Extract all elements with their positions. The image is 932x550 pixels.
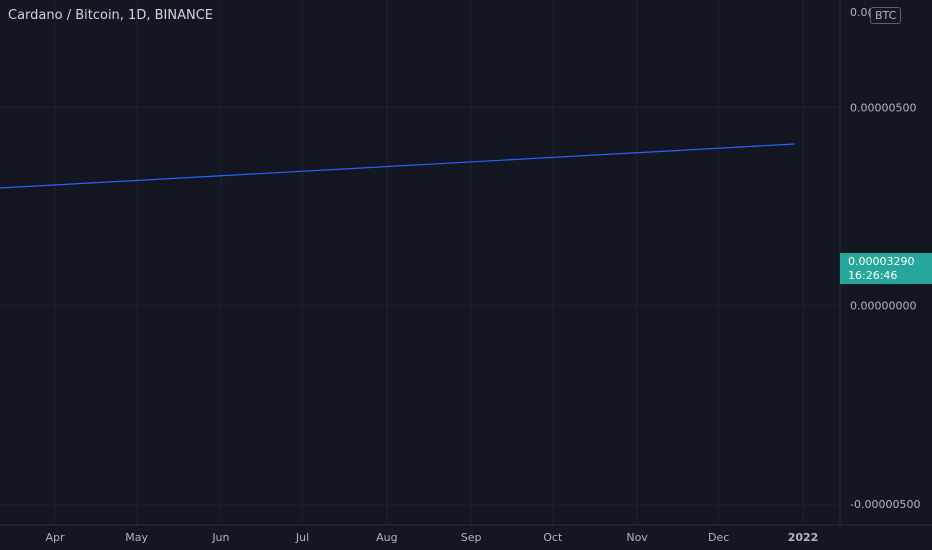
time-tick-label: 2022 (788, 531, 819, 544)
time-axis[interactable]: Apr May Jun Jul Aug Sep Oct Nov Dec 2022 (0, 524, 932, 550)
time-tick-label: May (125, 531, 148, 544)
bar-countdown: 16:26:46 (848, 269, 898, 282)
time-axis-background (0, 525, 932, 550)
time-tick-label: Oct (543, 531, 563, 544)
price-tick-label: 0.00000000 (850, 300, 916, 313)
time-tick-label: Nov (626, 531, 648, 544)
currency-badge[interactable]: BTC (870, 7, 902, 24)
time-tick-label: Sep (461, 531, 482, 544)
time-tick-label: Jun (211, 531, 229, 544)
last-price-label: 0.00003290 (848, 255, 915, 268)
time-tick-label: Apr (45, 531, 65, 544)
chart-title: Cardano / Bitcoin, 1D, BINANCE (8, 8, 213, 23)
time-tick-label: Aug (376, 531, 397, 544)
price-tick-label: -0.00000500 (850, 498, 920, 511)
grid (0, 0, 840, 525)
channel-middle-line (0, 143, 795, 189)
price-tick-label: 0.0( (850, 6, 872, 19)
last-price-badge: 0.00003290 16:26:46 (840, 253, 932, 284)
time-tick-label: Jul (295, 531, 309, 544)
time-tick-label: Dec (708, 531, 729, 544)
trend-channel (0, 143, 795, 189)
price-tick-label: 0.00000500 (850, 101, 916, 114)
